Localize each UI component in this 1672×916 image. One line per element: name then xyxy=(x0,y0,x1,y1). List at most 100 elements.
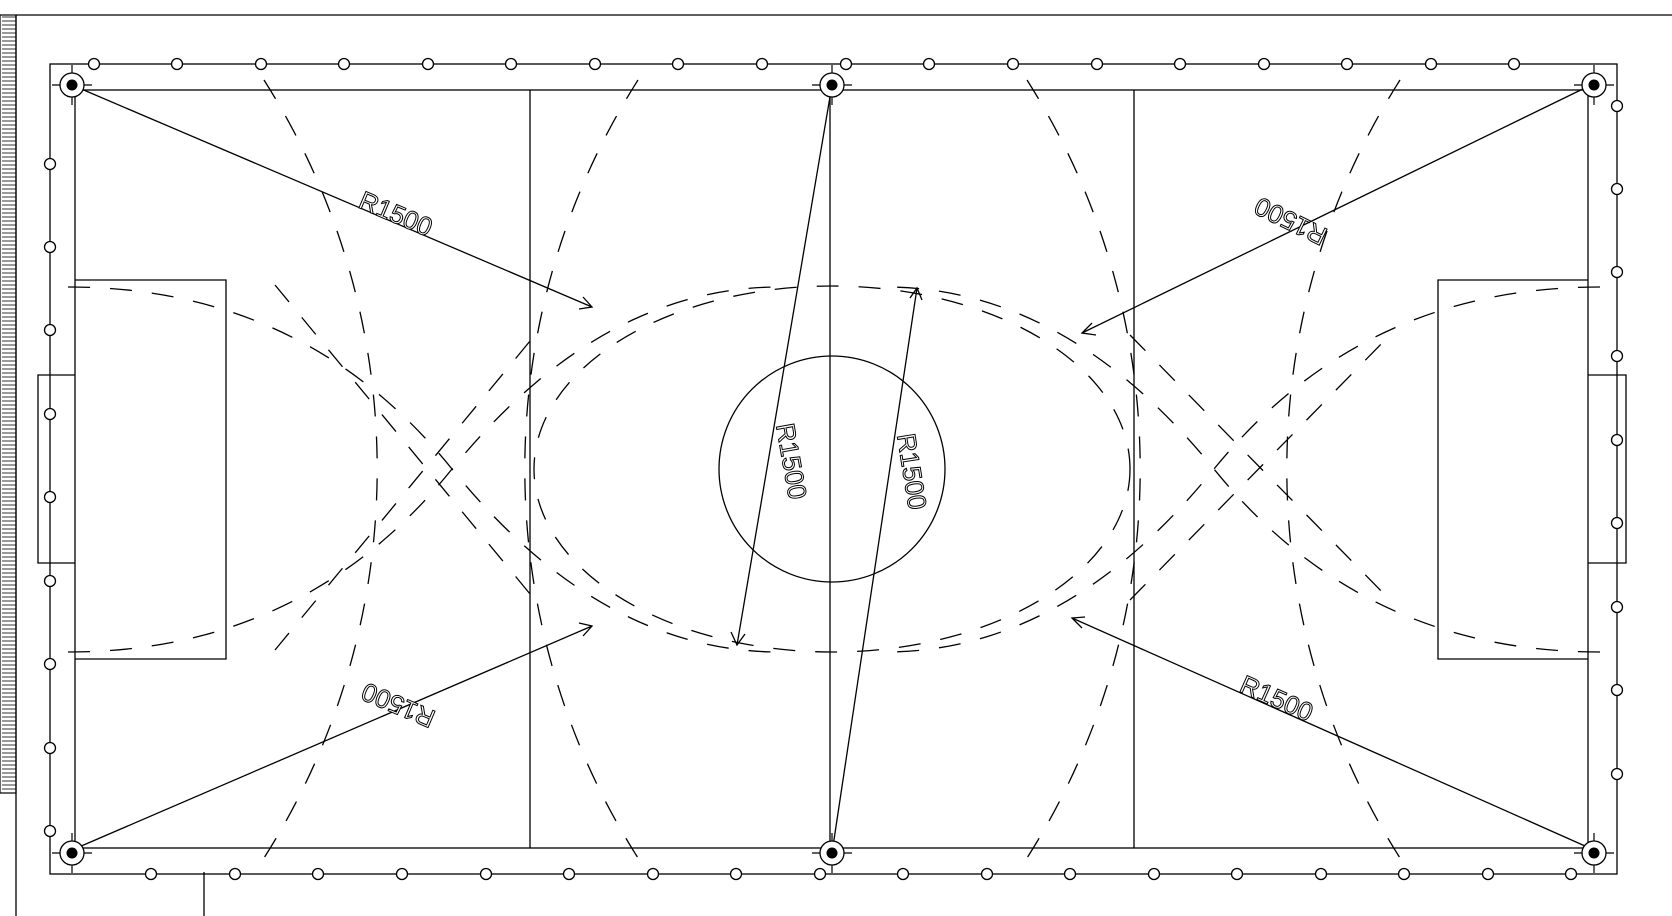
fence-post-icon xyxy=(813,867,827,881)
radius-line-center-a xyxy=(736,84,833,646)
arc-right-2 xyxy=(1286,79,1401,859)
fence-post-icon xyxy=(43,824,57,838)
fence-post-icon xyxy=(1610,433,1624,447)
diag-left-a xyxy=(274,284,536,601)
light-mast-icon xyxy=(1574,833,1614,873)
fence-post-icon xyxy=(755,57,769,71)
fence-post-icon xyxy=(922,57,936,71)
light-mast-icon xyxy=(812,833,852,873)
fence-post-icon xyxy=(43,490,57,504)
fence-post-icon xyxy=(671,57,685,71)
arc-left-1 xyxy=(263,79,378,859)
fence-post-icon xyxy=(254,57,268,71)
fence-post-icon xyxy=(43,407,57,421)
fence-post-icon xyxy=(144,867,158,881)
fence-post-icon xyxy=(1610,767,1624,781)
fence-post-icon xyxy=(1340,57,1354,71)
fence-post-icon xyxy=(479,867,493,881)
fence-post-icon xyxy=(228,867,242,881)
fence-post-icon xyxy=(1610,265,1624,279)
light-mast-icon xyxy=(1574,65,1614,105)
radius-label: R1500 xyxy=(1250,191,1332,252)
light-mast-icon xyxy=(52,833,92,873)
fence-post-icon xyxy=(43,323,57,337)
arc-right-lower xyxy=(884,286,1601,653)
fence-post-icon xyxy=(1610,600,1624,614)
radius-line-bottom-left xyxy=(71,625,593,851)
fence-post-icon xyxy=(1314,867,1328,881)
coverage-arcs xyxy=(67,79,1601,859)
radius-line-top-right xyxy=(1081,84,1592,334)
perimeter-fence xyxy=(49,63,1618,875)
penalty-box-left xyxy=(75,279,227,660)
radius-line-center-b xyxy=(831,287,918,854)
radius-line-bottom-right xyxy=(1071,617,1595,851)
fence-post-icon xyxy=(1610,683,1624,697)
radius-dimensions xyxy=(71,84,1595,854)
fence-post-icon xyxy=(896,867,910,881)
fence-posts xyxy=(43,57,1624,881)
arc-right-1 xyxy=(1026,79,1141,859)
fence-post-icon xyxy=(646,867,660,881)
fence-post-icon xyxy=(504,57,518,71)
fence-post-icon xyxy=(1564,867,1578,881)
arc-right-upper xyxy=(884,286,1601,653)
field-markings xyxy=(37,89,1627,849)
fence-post-icon xyxy=(1230,867,1244,881)
fence-post-icon xyxy=(337,57,351,71)
fence-post-icon xyxy=(588,57,602,71)
fence-post-icon xyxy=(839,57,853,71)
fence-post-icon xyxy=(43,657,57,671)
fence-post-icon xyxy=(729,867,743,881)
fence-post-icon xyxy=(1063,867,1077,881)
goal-right xyxy=(1588,374,1627,564)
fence-post-icon xyxy=(1481,867,1495,881)
fence-post-icon xyxy=(1090,57,1104,71)
radius-labels: R1500 R1500 R1500 R1500 R1500 R1500 xyxy=(354,184,1332,735)
radius-label: R1500 xyxy=(1236,669,1318,728)
center-ellipse xyxy=(533,285,1131,653)
diag-left-b xyxy=(274,334,536,651)
radius-label: R1500 xyxy=(891,431,933,511)
fence-post-icon xyxy=(1397,867,1411,881)
fence-post-icon xyxy=(1257,57,1271,71)
fence-post-icon xyxy=(1507,57,1521,71)
radius-label: R1500 xyxy=(355,185,437,243)
light-masts xyxy=(52,65,1614,873)
fence-post-icon xyxy=(421,57,435,71)
fence-post-icon xyxy=(43,574,57,588)
arc-left-upper xyxy=(67,286,781,653)
fence-post-icon xyxy=(1610,99,1624,113)
fence-post-icon xyxy=(562,867,576,881)
arc-left-2 xyxy=(524,79,639,859)
fence-post-icon xyxy=(1424,57,1438,71)
fence-post-icon xyxy=(980,867,994,881)
fence-post-icon xyxy=(311,867,325,881)
sheet-border xyxy=(15,14,1672,916)
fence-post-icon xyxy=(1173,57,1187,71)
fence-post-icon xyxy=(1610,516,1624,530)
fence-post-icon xyxy=(1610,182,1624,196)
fence-post-icon xyxy=(1006,57,1020,71)
fence-post-icon xyxy=(43,157,57,171)
light-mast-icon xyxy=(812,65,852,105)
diag-right-b xyxy=(1129,334,1391,601)
radius-label: R1500 xyxy=(357,677,439,735)
scale-ruler xyxy=(0,14,17,794)
goal-left xyxy=(37,374,75,564)
fence-post-icon xyxy=(1610,349,1624,363)
light-mast-icon xyxy=(52,65,92,105)
center-circle xyxy=(718,355,946,583)
fence-post-icon xyxy=(43,240,57,254)
fence-post-icon xyxy=(170,57,184,71)
radius-line-top-left xyxy=(71,84,593,308)
fence-post-icon xyxy=(395,867,409,881)
penalty-box-right xyxy=(1437,279,1588,660)
arc-left-lower xyxy=(67,286,781,653)
radius-label: R1500 xyxy=(770,421,813,502)
fence-post-icon xyxy=(43,741,57,755)
fence-post-icon xyxy=(87,57,101,71)
touchline-boundary xyxy=(74,89,1589,849)
fence-post-icon xyxy=(1147,867,1161,881)
